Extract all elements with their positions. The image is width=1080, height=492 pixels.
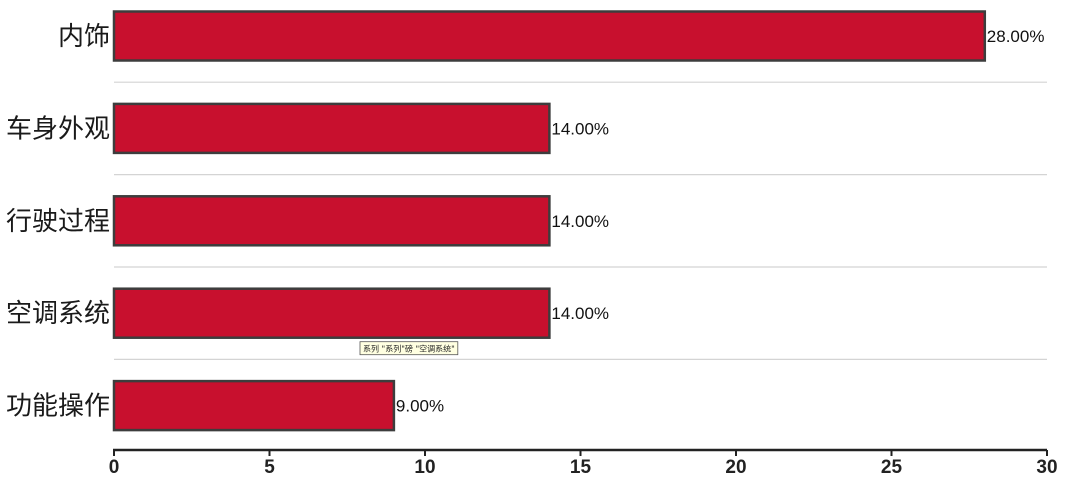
- category-label: 空调系统: [6, 299, 110, 329]
- x-tick-label: 15: [570, 457, 592, 478]
- value-label: 28.00%: [987, 27, 1045, 46]
- x-tick-label: 20: [725, 457, 746, 478]
- category-label: 行驶过程: [6, 207, 110, 237]
- category-label: 功能操作: [6, 392, 110, 422]
- x-tick-label: 10: [414, 457, 435, 478]
- category-label: 内饰: [58, 22, 110, 52]
- category-separators: [114, 81, 1047, 360]
- bar-2[interactable]: [112, 102, 551, 155]
- x-tick-label: 5: [264, 457, 275, 478]
- value-label: 14.00%: [551, 212, 609, 231]
- tooltip-text: 系列 "系列"磅 "空调系统": [363, 344, 455, 354]
- value-label: 14.00%: [551, 304, 609, 323]
- tooltip-box: [359, 341, 459, 356]
- x-axis-ticks: 0 5 10 15 20 25 30: [109, 450, 1058, 478]
- value-labels: 28.00% 14.00% 14.00% 14.00% 9.00%: [396, 27, 1045, 416]
- bar-4[interactable]: [112, 287, 551, 339]
- value-label: 9.00%: [396, 397, 444, 416]
- category-label: 车身外观: [6, 114, 110, 144]
- bars: [112, 10, 987, 432]
- x-tick-label: 25: [881, 457, 903, 478]
- value-label: 14.00%: [551, 119, 609, 138]
- bar-5[interactable]: [112, 379, 396, 432]
- x-axis: 0 5 10 15 20 25 30: [109, 448, 1058, 478]
- bar-1[interactable]: [112, 10, 987, 62]
- tooltip: 系列 "系列"磅 "空调系统": [359, 341, 459, 356]
- bar-3[interactable]: [112, 195, 551, 247]
- x-tick-label: 0: [109, 457, 120, 478]
- x-tick-label: 30: [1036, 457, 1057, 478]
